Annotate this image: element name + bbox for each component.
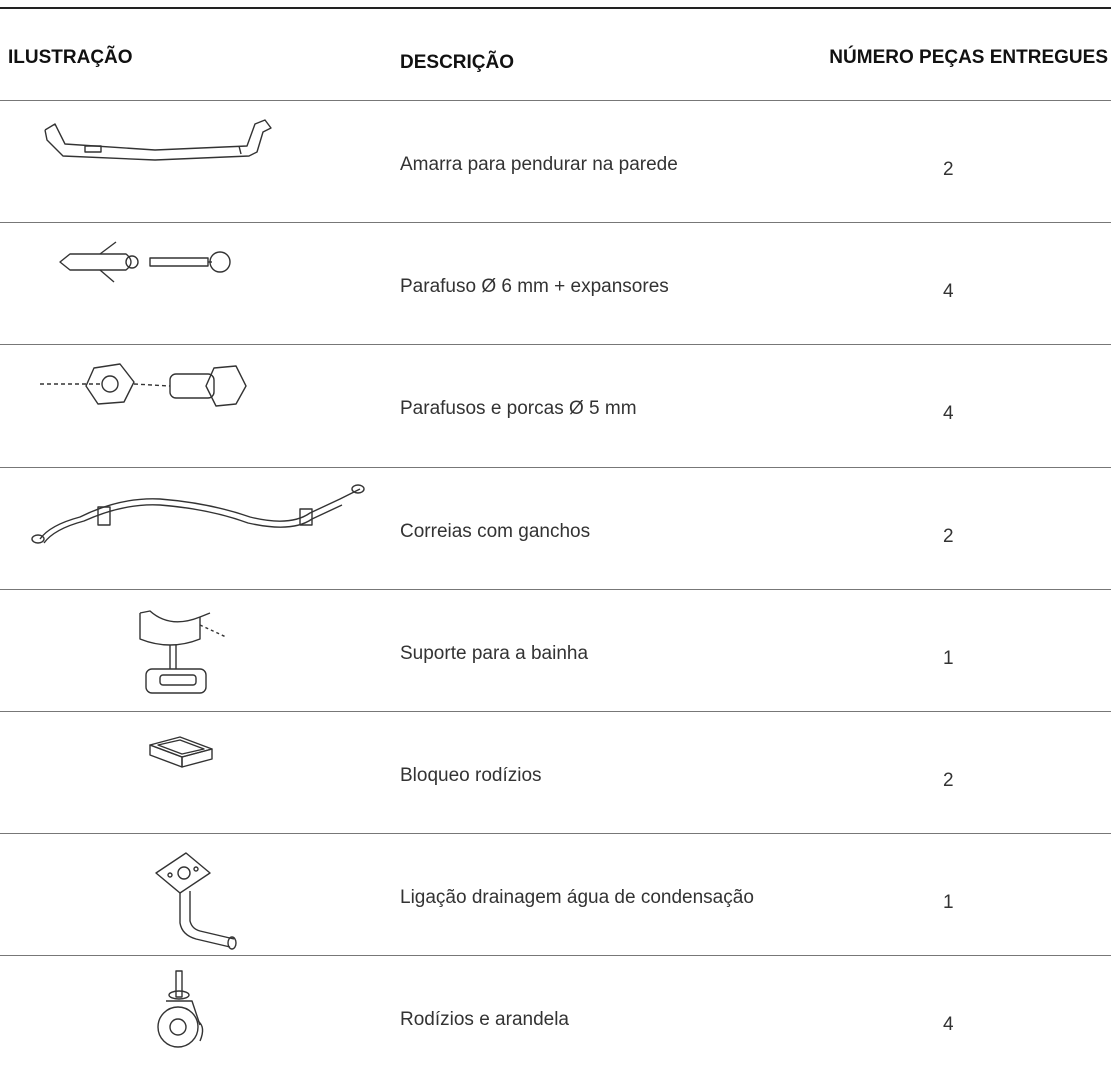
row-rule	[0, 344, 1111, 345]
row-rule	[0, 589, 1111, 590]
quantity: 4	[943, 403, 954, 425]
row-rule	[0, 833, 1111, 834]
column-header: DESCRIÇÃO	[400, 52, 515, 73]
quantity: 2	[943, 525, 954, 547]
illustration	[157, 970, 204, 1049]
illustration	[139, 610, 227, 694]
description: Correias com ganchos	[400, 520, 591, 542]
description: Suporte para a bainha	[400, 642, 589, 664]
column-header: ILUSTRAÇÃO	[8, 47, 133, 68]
description: Parafusos e porcas Ø 5 mm	[400, 398, 637, 420]
illustration	[40, 363, 247, 408]
column-header: NÚMERO PEÇAS ENTREGUES	[829, 47, 1108, 68]
description: Ligação drainagem água de condensação	[400, 887, 754, 909]
description: Bloqueo rodízios	[400, 765, 542, 786]
quantity: 1	[943, 892, 954, 914]
illustration	[149, 736, 213, 768]
illustration	[44, 119, 272, 161]
description: Amarra para pendurar na parede	[400, 154, 678, 175]
row-rule	[0, 222, 1111, 223]
row-rule	[0, 467, 1111, 468]
quantity: 4	[943, 1014, 954, 1036]
quantity: 1	[943, 647, 954, 669]
top-rule	[0, 7, 1111, 9]
description: Parafuso Ø 6 mm + expansores	[400, 276, 669, 298]
illustration	[59, 241, 231, 283]
quantity: 4	[943, 281, 954, 303]
illustration	[155, 852, 237, 950]
illustration	[31, 483, 365, 544]
row-rule	[0, 711, 1111, 712]
quantity: 2	[943, 159, 954, 180]
quantity: 2	[943, 770, 954, 791]
description: Rodízios e arandela	[400, 1009, 569, 1031]
row-rule	[0, 955, 1111, 956]
header-rule	[0, 100, 1111, 101]
